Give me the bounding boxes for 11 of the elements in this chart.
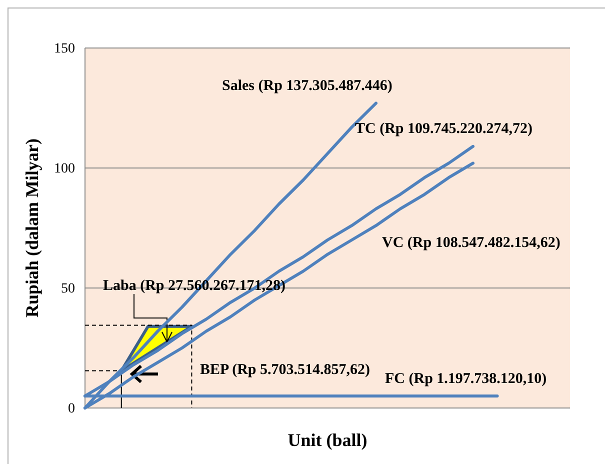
x-axis-title: Unit (ball) (288, 430, 368, 450)
annotation: TC (Rp 109.745.220.274,72) (355, 121, 533, 137)
y-axis-title: Rupiah (dalam Milyar) (22, 138, 42, 318)
y-tick-label: 150 (54, 41, 75, 56)
y-tick-label: 0 (68, 401, 75, 416)
y-tick-label: 100 (54, 161, 75, 176)
annotation: Sales (Rp 137.305.487.446) (222, 78, 392, 94)
y-tick-label: 50 (61, 281, 75, 296)
annotation: BEP (Rp 5.703.514.857,62) (200, 362, 370, 378)
annotation: FC (Rp 1.197.738.120,10) (385, 371, 547, 387)
annotation: VC (Rp 108.547.482.154,62) (382, 235, 560, 251)
